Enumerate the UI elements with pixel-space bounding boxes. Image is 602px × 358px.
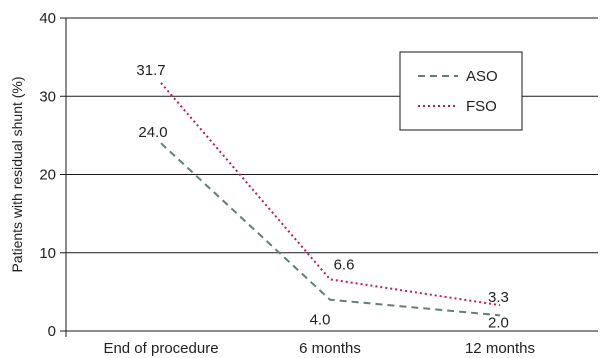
series-lines — [160, 82, 501, 317]
x-tick-label: End of procedure — [103, 340, 218, 357]
y-tick-label: 20 — [39, 167, 56, 184]
data-label-aso: 2.0 — [488, 314, 509, 331]
data-label-fso: 6.6 — [334, 256, 355, 273]
y-tick-label: 0 — [48, 323, 56, 340]
x-tick-label: 6 months — [299, 340, 361, 357]
data-label-fso: 3.3 — [488, 289, 509, 306]
y-axis-title: Patients with residual shunt (%) — [9, 76, 25, 272]
y-tick-label: 10 — [39, 245, 56, 262]
data-labels: 24.0 4.0 2.0 31.7 6.6 3.3 — [136, 62, 508, 331]
y-tick-label: 30 — [39, 88, 56, 105]
legend: ASO FSO — [399, 51, 523, 131]
y-tick-label: 40 — [39, 10, 56, 27]
legend-label-aso: ASO — [466, 68, 498, 85]
data-label-aso: 4.0 — [310, 312, 331, 329]
legend-box — [399, 51, 523, 131]
legend-label-fso: FSO — [466, 98, 497, 115]
x-tick-label: 12 months — [465, 340, 535, 357]
axes: 0 10 20 30 40 End of procedure 6 months 12 mont… — [9, 10, 598, 357]
series-line-aso — [160, 142, 501, 317]
data-label-aso: 24.0 — [138, 124, 167, 141]
gridlines — [66, 17, 598, 254]
data-label-fso: 31.7 — [136, 62, 165, 79]
series-line-fso — [160, 82, 501, 307]
